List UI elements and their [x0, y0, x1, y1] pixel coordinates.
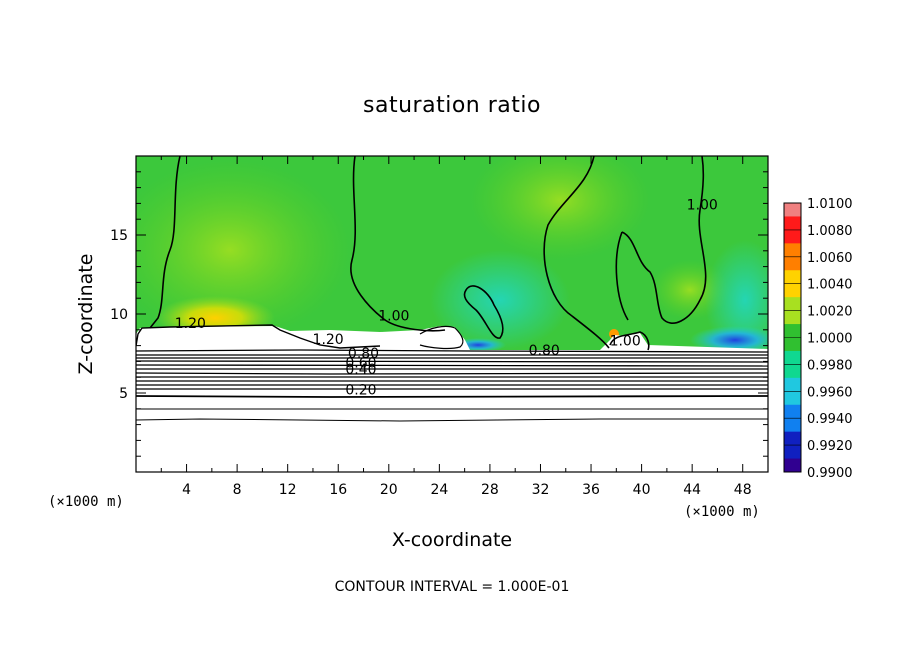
x-tick-label: 36 [582, 482, 600, 498]
colorbar-bin [784, 216, 801, 231]
colorbar-label: 1.0020 [807, 305, 853, 320]
colorbar-label: 0.9900 [807, 466, 853, 481]
field-deep-right [690, 326, 768, 354]
y-axis-label: Z-coordinate [75, 254, 97, 375]
contour-label: 1.00 [687, 198, 718, 214]
colorbar-bin [784, 337, 801, 352]
colorbar-label: 0.9980 [807, 358, 853, 373]
x-axis-unit-label: (×1000 m) [684, 504, 760, 520]
colorbar-bin [784, 418, 801, 433]
contour-1-00 [149, 156, 707, 351]
plot-area [136, 156, 768, 472]
x-tick-label: 48 [734, 482, 752, 498]
colorbar-bin [784, 458, 801, 473]
contour-labels: 1.201.201.001.001.000.80 0.800.600.400.20 [175, 198, 718, 399]
x-tick-label: 24 [430, 482, 448, 498]
x-tick-label: 20 [380, 482, 398, 498]
contour-lines-lower [136, 349, 768, 422]
y-tick-label: 15 [110, 228, 128, 244]
colorbar-bin [784, 229, 801, 244]
x-tick-label: 8 [233, 482, 242, 498]
y-tick-label: 5 [119, 386, 128, 402]
colorbar-bin [784, 283, 801, 298]
colorbar-bin [784, 350, 801, 365]
y-axis-ticks: 5 10 15 [110, 171, 768, 457]
colorbar-bin [784, 404, 801, 419]
x-tick-label: 12 [279, 482, 297, 498]
field-lime-2 [470, 156, 650, 260]
colorbar-label: 1.0000 [807, 332, 853, 347]
contour-label: 0.80 [348, 346, 379, 362]
contour-1-20-b [419, 325, 464, 350]
contour-interval-note: CONTOUR INTERVAL = 1.000E-01 [335, 579, 570, 595]
y-axis-unit-label: (×1000 m) [48, 494, 124, 510]
contour-label: 1.00 [610, 334, 641, 350]
contour-label: 0.60 [345, 356, 376, 372]
colorbar: 1.0100 1.0080 1.0060 1.0040 1.0020 1.0000 0.99… [783, 197, 853, 481]
contour-label: 0.20 [345, 383, 376, 399]
colorbar-label: 0.9940 [807, 412, 853, 427]
colorbar-bin [784, 256, 801, 271]
colorbar-label: 1.0080 [807, 224, 853, 239]
chart-title: saturation ratio [363, 93, 541, 118]
x-tick-label: 4 [182, 482, 191, 498]
x-tick-label: 44 [683, 482, 701, 498]
colorbar-label: 1.0100 [807, 197, 853, 212]
contour-label: 1.20 [313, 332, 344, 348]
colorbar-bin [784, 243, 801, 258]
field-lime-1 [136, 160, 350, 340]
saturated-layer [136, 326, 768, 472]
contour-label: 1.00 [378, 308, 409, 324]
colorbar-label: 0.9960 [807, 385, 853, 400]
x-axis-ticks: 4 8 12 16 20 24 28 32 36 40 44 48 [160, 156, 752, 498]
colorbar-bin [784, 445, 801, 460]
colorbar-label: 1.0040 [807, 278, 853, 293]
y-tick-label: 10 [110, 307, 128, 323]
colorbar-label: 1.0060 [807, 251, 853, 266]
colorbar-label: 0.9920 [807, 439, 853, 454]
field-cyan-1 [430, 250, 570, 350]
contour-label: 0.80 [529, 343, 560, 359]
colorbar-bin [784, 310, 801, 325]
x-tick-label: 16 [329, 482, 347, 498]
colorbar-bin [784, 270, 801, 285]
x-tick-label: 40 [633, 482, 651, 498]
colorbar-bin [784, 297, 801, 312]
x-tick-label: 28 [481, 482, 499, 498]
colorbar-bin [784, 391, 801, 406]
colorbar-bin [784, 431, 801, 446]
colorbar-bin [784, 377, 801, 392]
contour-label: 0.40 [345, 362, 376, 378]
x-tick-label: 32 [532, 482, 550, 498]
colorbar-bin [784, 324, 801, 338]
colorbar-bin [784, 364, 801, 379]
colorbar-bin [784, 203, 801, 217]
x-axis-label: X-coordinate [392, 529, 512, 551]
contour-label: 1.20 [175, 316, 206, 332]
